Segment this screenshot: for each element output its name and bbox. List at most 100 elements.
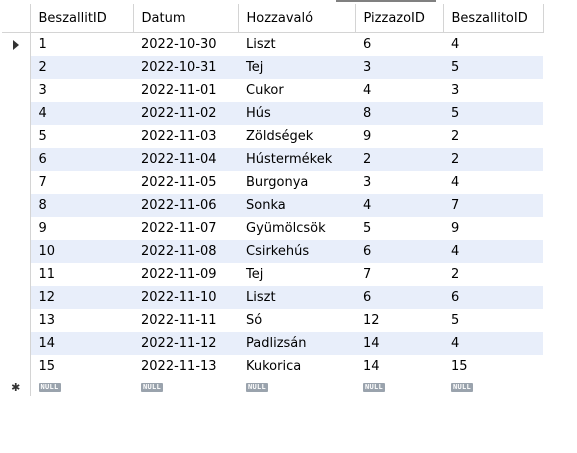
- cell-pizzazoid[interactable]: 3: [355, 56, 443, 79]
- cell-beszallitoid[interactable]: 5: [443, 309, 543, 332]
- cell-datum[interactable]: 2022-11-10: [133, 286, 238, 309]
- row-indicator[interactable]: [2, 32, 31, 56]
- cell-datum[interactable]: 2022-11-11: [133, 309, 238, 332]
- cell-beszallitid[interactable]: 10: [30, 240, 133, 263]
- new-cell-datum[interactable]: NULL: [133, 378, 238, 396]
- cell-beszallitoid[interactable]: 5: [443, 56, 543, 79]
- table-row[interactable]: 10 2022-11-08 Csirkehús 6 4: [2, 240, 543, 263]
- cell-pizzazoid[interactable]: 7: [355, 263, 443, 286]
- column-header-pizzazoid[interactable]: PizzazoID: [355, 4, 444, 33]
- table-row[interactable]: 5 2022-11-03 Zöldségek 9 2: [2, 125, 543, 148]
- table-row[interactable]: 7 2022-11-05 Burgonya 3 4: [2, 171, 543, 194]
- row-indicator-header[interactable]: [2, 4, 31, 33]
- table-row[interactable]: 13 2022-11-11 Só 12 5: [2, 309, 543, 332]
- table-row[interactable]: 15 2022-11-13 Kukorica 14 15: [2, 355, 543, 378]
- cell-pizzazoid[interactable]: 6: [355, 240, 443, 263]
- cell-datum[interactable]: 2022-11-04: [133, 148, 238, 171]
- row-indicator[interactable]: [2, 125, 31, 148]
- row-indicator[interactable]: [2, 217, 31, 240]
- row-indicator[interactable]: [2, 56, 31, 79]
- cell-beszallitoid[interactable]: 4: [443, 240, 543, 263]
- column-header-beszallitid[interactable]: BeszallitID: [30, 4, 134, 33]
- row-indicator[interactable]: [2, 148, 31, 171]
- row-indicator[interactable]: ✱: [2, 378, 31, 396]
- cell-datum[interactable]: 2022-10-30: [133, 32, 238, 56]
- cell-datum[interactable]: 2022-11-05: [133, 171, 238, 194]
- cell-beszallitid[interactable]: 6: [30, 148, 133, 171]
- cell-datum[interactable]: 2022-11-12: [133, 332, 238, 355]
- cell-hozzavalo[interactable]: Zöldségek: [238, 125, 355, 148]
- row-indicator[interactable]: [2, 194, 31, 217]
- table-row[interactable]: 6 2022-11-04 Hústermékek 2 2: [2, 148, 543, 171]
- cell-beszallitid[interactable]: 3: [30, 79, 133, 102]
- cell-hozzavalo[interactable]: Csirkehús: [238, 240, 355, 263]
- table-row[interactable]: 4 2022-11-02 Hús 8 5: [2, 102, 543, 125]
- cell-beszallitoid[interactable]: 9: [443, 217, 543, 240]
- cell-beszallitoid[interactable]: 2: [443, 148, 543, 171]
- cell-datum[interactable]: 2022-11-07: [133, 217, 238, 240]
- cell-pizzazoid[interactable]: 5: [355, 217, 443, 240]
- cell-beszallitoid[interactable]: 4: [443, 332, 543, 355]
- cell-hozzavalo[interactable]: Tej: [238, 263, 355, 286]
- new-cell-beszallitid[interactable]: NULL: [30, 378, 133, 396]
- cell-beszallitoid[interactable]: 15: [443, 355, 543, 378]
- cell-beszallitid[interactable]: 2: [30, 56, 133, 79]
- cell-beszallitoid[interactable]: 2: [443, 263, 543, 286]
- cell-pizzazoid[interactable]: 14: [355, 332, 443, 355]
- cell-beszallitid[interactable]: 7: [30, 171, 133, 194]
- cell-hozzavalo[interactable]: Burgonya: [238, 171, 355, 194]
- table-row[interactable]: 11 2022-11-09 Tej 7 2: [2, 263, 543, 286]
- cell-datum[interactable]: 2022-11-03: [133, 125, 238, 148]
- cell-beszallitid[interactable]: 15: [30, 355, 133, 378]
- cell-hozzavalo[interactable]: Gyümölcsök: [238, 217, 355, 240]
- column-header-datum[interactable]: Datum: [133, 4, 239, 33]
- cell-hozzavalo[interactable]: Padlizsán: [238, 332, 355, 355]
- cell-beszallitid[interactable]: 8: [30, 194, 133, 217]
- cell-pizzazoid[interactable]: 6: [355, 286, 443, 309]
- cell-hozzavalo[interactable]: Sonka: [238, 194, 355, 217]
- cell-beszallitid[interactable]: 12: [30, 286, 133, 309]
- cell-beszallitoid[interactable]: 4: [443, 32, 543, 56]
- cell-hozzavalo[interactable]: Só: [238, 309, 355, 332]
- cell-beszallitid[interactable]: 14: [30, 332, 133, 355]
- cell-beszallitoid[interactable]: 4: [443, 171, 543, 194]
- column-header-beszallitoid[interactable]: BeszallitoID: [443, 4, 544, 33]
- table-row[interactable]: 14 2022-11-12 Padlizsán 14 4: [2, 332, 543, 355]
- cell-pizzazoid[interactable]: 9: [355, 125, 443, 148]
- row-indicator[interactable]: [2, 286, 31, 309]
- cell-hozzavalo[interactable]: Kukorica: [238, 355, 355, 378]
- row-indicator[interactable]: [2, 263, 31, 286]
- cell-hozzavalo[interactable]: Cukor: [238, 79, 355, 102]
- cell-pizzazoid[interactable]: 6: [355, 32, 443, 56]
- row-indicator[interactable]: [2, 79, 31, 102]
- new-cell-hozzavalo[interactable]: NULL: [238, 378, 355, 396]
- table-row[interactable]: 9 2022-11-07 Gyümölcsök 5 9: [2, 217, 543, 240]
- cell-pizzazoid[interactable]: 12: [355, 309, 443, 332]
- cell-datum[interactable]: 2022-11-01: [133, 79, 238, 102]
- row-indicator[interactable]: [2, 309, 31, 332]
- row-indicator[interactable]: [2, 102, 31, 125]
- cell-datum[interactable]: 2022-11-13: [133, 355, 238, 378]
- cell-beszallitid[interactable]: 1: [30, 32, 133, 56]
- new-cell-beszallitoid[interactable]: NULL: [443, 378, 543, 396]
- cell-datum[interactable]: 2022-11-09: [133, 263, 238, 286]
- cell-beszallitoid[interactable]: 7: [443, 194, 543, 217]
- row-indicator[interactable]: [2, 171, 31, 194]
- cell-pizzazoid[interactable]: 4: [355, 79, 443, 102]
- cell-datum[interactable]: 2022-11-06: [133, 194, 238, 217]
- cell-hozzavalo[interactable]: Liszt: [238, 32, 355, 56]
- cell-hozzavalo[interactable]: Hústermékek: [238, 148, 355, 171]
- cell-hozzavalo[interactable]: Hús: [238, 102, 355, 125]
- cell-datum[interactable]: 2022-10-31: [133, 56, 238, 79]
- cell-beszallitoid[interactable]: 5: [443, 102, 543, 125]
- row-indicator[interactable]: [2, 332, 31, 355]
- table-row[interactable]: 3 2022-11-01 Cukor 4 3: [2, 79, 543, 102]
- table-row[interactable]: 1 2022-10-30 Liszt 6 4: [2, 32, 543, 56]
- new-row[interactable]: ✱ NULL NULL NULL NULL NULL: [2, 378, 543, 396]
- table-row[interactable]: 2 2022-10-31 Tej 3 5: [2, 56, 543, 79]
- cell-hozzavalo[interactable]: Liszt: [238, 286, 355, 309]
- cell-beszallitoid[interactable]: 2: [443, 125, 543, 148]
- column-header-hozzavalo[interactable]: Hozzavaló: [238, 4, 356, 33]
- cell-pizzazoid[interactable]: 8: [355, 102, 443, 125]
- cell-datum[interactable]: 2022-11-08: [133, 240, 238, 263]
